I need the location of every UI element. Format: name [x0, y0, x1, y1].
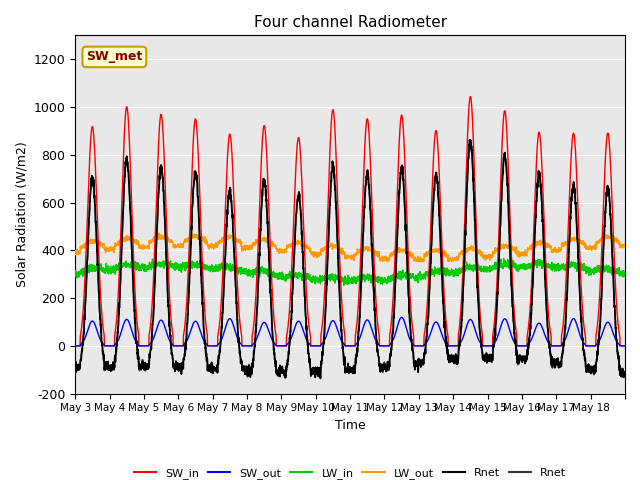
Y-axis label: Solar Radiation (W/m2): Solar Radiation (W/m2) [15, 142, 28, 288]
Title: Four channel Radiometer: Four channel Radiometer [253, 15, 447, 30]
Legend: SW_in, SW_out, LW_in, LW_out, Rnet, Rnet: SW_in, SW_out, LW_in, LW_out, Rnet, Rnet [130, 464, 570, 480]
Text: SW_met: SW_met [86, 50, 143, 63]
X-axis label: Time: Time [335, 419, 365, 432]
